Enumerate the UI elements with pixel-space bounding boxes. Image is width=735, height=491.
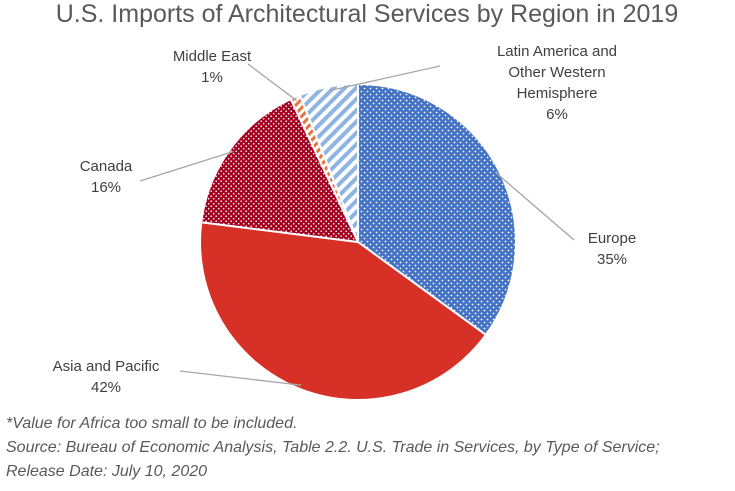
africa-footnote: *Value for Africa too small to be includ… bbox=[6, 415, 298, 432]
label-latin-america-and-other-western-hemisphere: Latin America and Other Western Hemisphere… bbox=[497, 43, 617, 123]
leader-line-canada bbox=[139, 150, 234, 182]
slice-labels: Latin America and Other Western Hemisphere… bbox=[53, 43, 637, 396]
pie-slices bbox=[199, 82, 517, 401]
slice-asia-and-pacific bbox=[199, 221, 488, 401]
slice-europe bbox=[357, 82, 517, 337]
leader-line-europe bbox=[494, 171, 575, 241]
source-note: Source: Bureau of Economic Analysis, Tab… bbox=[6, 439, 660, 456]
chart-title: U.S. Imports of Architectural Services b… bbox=[56, 0, 679, 28]
leader-line-asia-and-pacific bbox=[179, 370, 302, 386]
label-middle-east: Middle East 1% bbox=[173, 48, 252, 86]
leader-line-latin-america-and-other-western-hemisphere bbox=[328, 65, 441, 92]
slice-canada bbox=[200, 97, 360, 244]
label-europe: Europe 35% bbox=[588, 230, 636, 268]
chart-notes: *Value for Africa too small to be includ… bbox=[6, 412, 731, 484]
pie-chart: U.S. Imports of Architectural Services b… bbox=[53, 0, 679, 401]
label-canada: Canada 16% bbox=[80, 158, 133, 196]
slice-middle-east bbox=[289, 93, 359, 243]
label-asia-and-pacific: Asia and Pacific 42% bbox=[53, 358, 160, 396]
release-date-note: Release Date: July 10, 2020 bbox=[6, 463, 208, 480]
leader-lines bbox=[139, 63, 575, 386]
leader-line-middle-east bbox=[247, 63, 298, 102]
